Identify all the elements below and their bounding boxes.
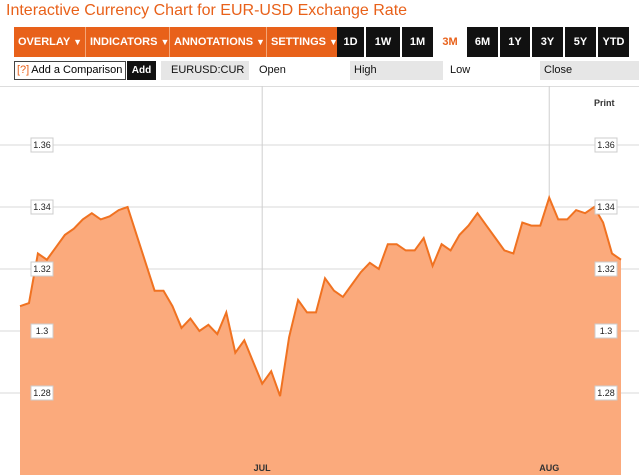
y-tick-label: 1.32 [33,264,51,274]
help-icon[interactable]: [?] [17,64,30,76]
y-tick-right-3: 1.3 [594,323,618,339]
y-axis-labels: 1.36 1.36 1.34 1.34 1.32 1.32 1.3 1.3 1.28 1.28 [30,137,618,401]
close-field: Close [540,61,639,80]
chevron-down-icon: ▼ [160,37,170,47]
range-1y[interactable]: 1Y [500,27,530,57]
settings-menu-label: SETTINGS [271,36,327,48]
y-tick-label: 1.28 [33,388,51,398]
page-title: Interactive Currency Chart for EUR-USD E… [6,2,408,19]
ticker-symbol: EURUSD:CUR [161,61,249,80]
y-tick-label: 1.34 [33,202,51,212]
range-3m[interactable]: 3M [435,27,465,57]
y-tick-right-0: 1.36 [594,137,618,153]
y-tick-right-1: 1.34 [594,199,618,215]
indicators-menu-label: INDICATORS [90,36,158,48]
rate-area-fill [20,197,621,475]
chart-toolbar: OVERLAY ▼ INDICATORS ▼ ANNOTATIONS ▼ SETTIN… [14,27,338,57]
y-tick-box [30,385,54,401]
close-label: Close [544,64,573,76]
y-tick-label: 1.3 [600,326,613,336]
y-tick-right-4: 1.28 [594,385,618,401]
settings-menu[interactable]: SETTINGS ▼ [267,27,338,57]
overlay-menu-label: OVERLAY [18,36,71,48]
y-tick-box [30,199,54,215]
y-tick-box [30,137,54,153]
open-label: Open [259,64,286,76]
y-tick-box [594,199,618,215]
y-tick-box [594,137,618,153]
comparison-placeholder: Add a Comparison [31,64,123,76]
y-tick-left-3: 1.3 [30,323,54,339]
indicators-menu[interactable]: INDICATORS ▼ [86,27,170,57]
y-tick-box [594,323,618,339]
y-tick-box [30,323,54,339]
range-1w[interactable]: 1W [366,27,400,57]
time-range-selector: 1D 1W 1M 3M 6M 1Y 3Y 5Y YTD [337,27,629,57]
y-tick-box [594,385,618,401]
y-tick-label: 1.3 [36,326,49,336]
y-tick-left-2: 1.32 [30,261,54,277]
y-tick-box [594,261,618,277]
comparison-input[interactable]: [?] Add a Comparison [14,61,126,80]
high-field: High [350,61,443,80]
annotations-menu-label: ANNOTATIONS [174,36,254,48]
overlay-menu[interactable]: OVERLAY ▼ [14,27,86,57]
low-label: Low [450,64,471,76]
y-tick-label: 1.34 [597,202,615,212]
y-tick-right-2: 1.32 [594,261,618,277]
y-tick-label: 1.32 [597,264,615,274]
annotations-menu[interactable]: ANNOTATIONS ▼ [170,27,267,57]
range-1d[interactable]: 1D [337,27,364,57]
print-link[interactable]: Print [594,98,615,108]
add-comparison-button[interactable]: Add [127,61,156,80]
range-6m[interactable]: 6M [467,27,498,57]
x-tick-label-aug: AUG [539,463,559,473]
y-tick-left-4: 1.28 [30,385,54,401]
y-tick-label: 1.36 [597,140,615,150]
range-ytd[interactable]: YTD [598,27,629,57]
y-tick-left-0: 1.36 [30,137,54,153]
y-tick-box [30,261,54,277]
y-tick-left-1: 1.34 [30,199,54,215]
range-3y[interactable]: 3Y [532,27,563,57]
range-5y[interactable]: 5Y [565,27,596,57]
y-tick-label: 1.36 [33,140,51,150]
y-tick-label: 1.28 [597,388,615,398]
range-1m[interactable]: 1M [402,27,433,57]
chevron-down-icon: ▼ [256,37,265,47]
chevron-down-icon: ▼ [329,37,338,47]
rate-line [19,194,622,397]
chevron-down-icon: ▼ [73,37,83,47]
high-label: High [354,64,377,76]
x-tick-label-jul: JUL [254,463,272,473]
x-axis-labels: JUL AUG [254,463,560,473]
exchange-rate-chart[interactable]: 1.36 1.36 1.34 1.34 1.32 1.32 1.3 1.3 1.28 1.28 J… [0,86,639,475]
